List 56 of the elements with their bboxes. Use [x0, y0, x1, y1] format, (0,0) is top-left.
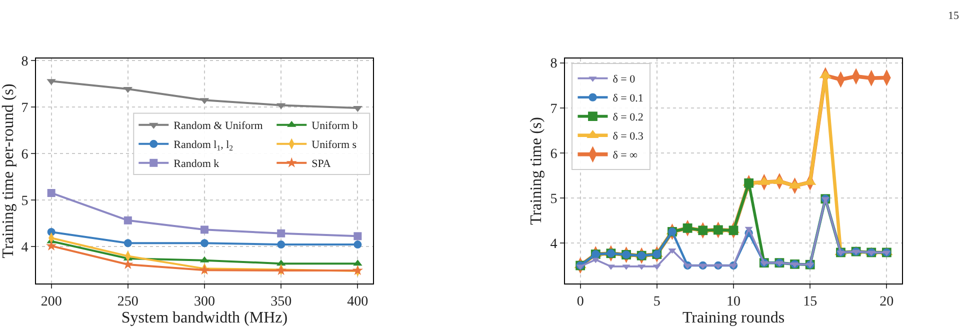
y-axis-title: Training time (s) [528, 117, 546, 225]
legend-label: Random l$_{1}$, l$_{2}$ [174, 139, 234, 153]
legend-label: Uniform s [312, 139, 357, 152]
y-tick-label: 5 [550, 192, 558, 207]
y-tick-label: 8 [21, 54, 28, 70]
x-tick-label: 0 [576, 294, 584, 310]
legend-label: Uniform b [312, 120, 358, 132]
y-tick-label: 4 [550, 236, 558, 252]
point [124, 239, 132, 248]
point [46, 240, 57, 250]
y-tick-label: 7 [21, 100, 28, 116]
point [354, 232, 362, 240]
point [277, 240, 286, 249]
legend-label: Random & Uniform [174, 120, 264, 132]
point [124, 216, 132, 224]
y-tick-label: 5 [21, 194, 28, 209]
x-tick-label: 5 [653, 294, 660, 310]
point [852, 250, 860, 256]
legend-label: δ = 0 [612, 74, 636, 86]
point [352, 264, 364, 276]
point [354, 240, 362, 249]
legend-label: δ = ∞ [612, 150, 638, 162]
point [277, 229, 286, 238]
point [47, 188, 56, 197]
point [714, 264, 722, 270]
x-tick-label: 250 [117, 294, 138, 310]
x-tick-label: 400 [347, 294, 368, 310]
point [668, 248, 676, 254]
y-axis-title: Training time per-round (s) [0, 84, 17, 258]
point [698, 264, 707, 270]
point [200, 239, 208, 248]
x-tick-label: 15 [803, 294, 818, 310]
y-tick-label: 8 [550, 56, 558, 72]
y-tick-label: 6 [550, 146, 558, 162]
point [592, 258, 600, 264]
legend-label: δ = 0.2 [612, 112, 644, 124]
legend-label: δ = 0.3 [612, 130, 644, 143]
x-tick-label: 10 [726, 294, 740, 310]
x-tick-label: 20 [880, 294, 894, 310]
legend-label: SPA [312, 158, 331, 170]
point [744, 226, 753, 232]
point [276, 264, 286, 276]
x-tick-label: 350 [270, 294, 292, 310]
y-tick-label: 4 [21, 240, 28, 256]
point [199, 264, 210, 275]
y-tick-label: 6 [21, 147, 28, 162]
x-tick-label: 300 [194, 294, 215, 310]
legend-label: Random k [174, 158, 220, 170]
legend-label: δ = 0.1 [612, 92, 644, 105]
x-axis-title: System bandwidth (MHz) [121, 309, 288, 326]
point [122, 258, 134, 270]
point [200, 226, 208, 234]
x-axis-title: Training rounds [682, 309, 785, 326]
x-tick-label: 200 [40, 294, 62, 310]
text: 15 [948, 10, 960, 22]
y-tick-label: 7 [550, 102, 558, 117]
